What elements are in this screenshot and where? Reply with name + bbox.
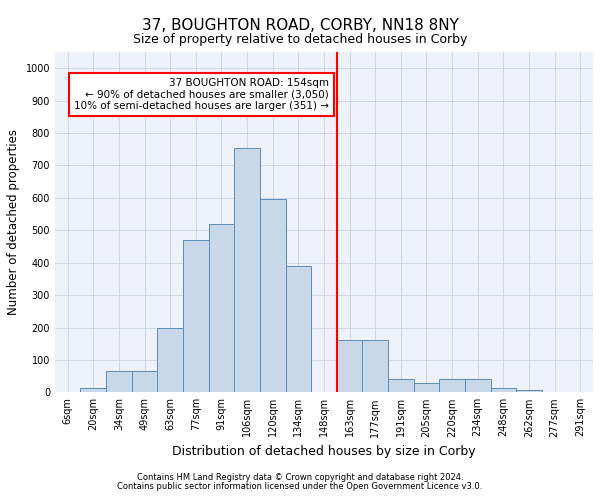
Bar xyxy=(413,384,439,392)
Text: Contains HM Land Registry data © Crown copyright and database right 2024.: Contains HM Land Registry data © Crown c… xyxy=(137,474,463,482)
Bar xyxy=(286,266,311,392)
Bar xyxy=(183,240,209,392)
Bar xyxy=(80,388,106,392)
Bar xyxy=(106,372,132,392)
Text: 37, BOUGHTON ROAD, CORBY, NN18 8NY: 37, BOUGHTON ROAD, CORBY, NN18 8NY xyxy=(142,18,458,32)
X-axis label: Distribution of detached houses by size in Corby: Distribution of detached houses by size … xyxy=(172,445,476,458)
Bar xyxy=(362,340,388,392)
Text: Contains public sector information licensed under the Open Government Licence v3: Contains public sector information licen… xyxy=(118,482,482,491)
Bar xyxy=(209,224,234,392)
Bar xyxy=(388,380,413,392)
Bar xyxy=(491,388,516,392)
Text: Size of property relative to detached houses in Corby: Size of property relative to detached ho… xyxy=(133,32,467,46)
Bar xyxy=(157,328,183,392)
Text: 37 BOUGHTON ROAD: 154sqm
← 90% of detached houses are smaller (3,050)
10% of sem: 37 BOUGHTON ROAD: 154sqm ← 90% of detach… xyxy=(74,78,329,111)
Bar xyxy=(260,200,286,392)
Bar xyxy=(132,372,157,392)
Bar xyxy=(465,378,491,392)
Bar xyxy=(439,378,465,392)
Bar xyxy=(234,148,260,392)
Bar xyxy=(337,340,362,392)
Y-axis label: Number of detached properties: Number of detached properties xyxy=(7,129,20,315)
Bar xyxy=(516,390,542,392)
